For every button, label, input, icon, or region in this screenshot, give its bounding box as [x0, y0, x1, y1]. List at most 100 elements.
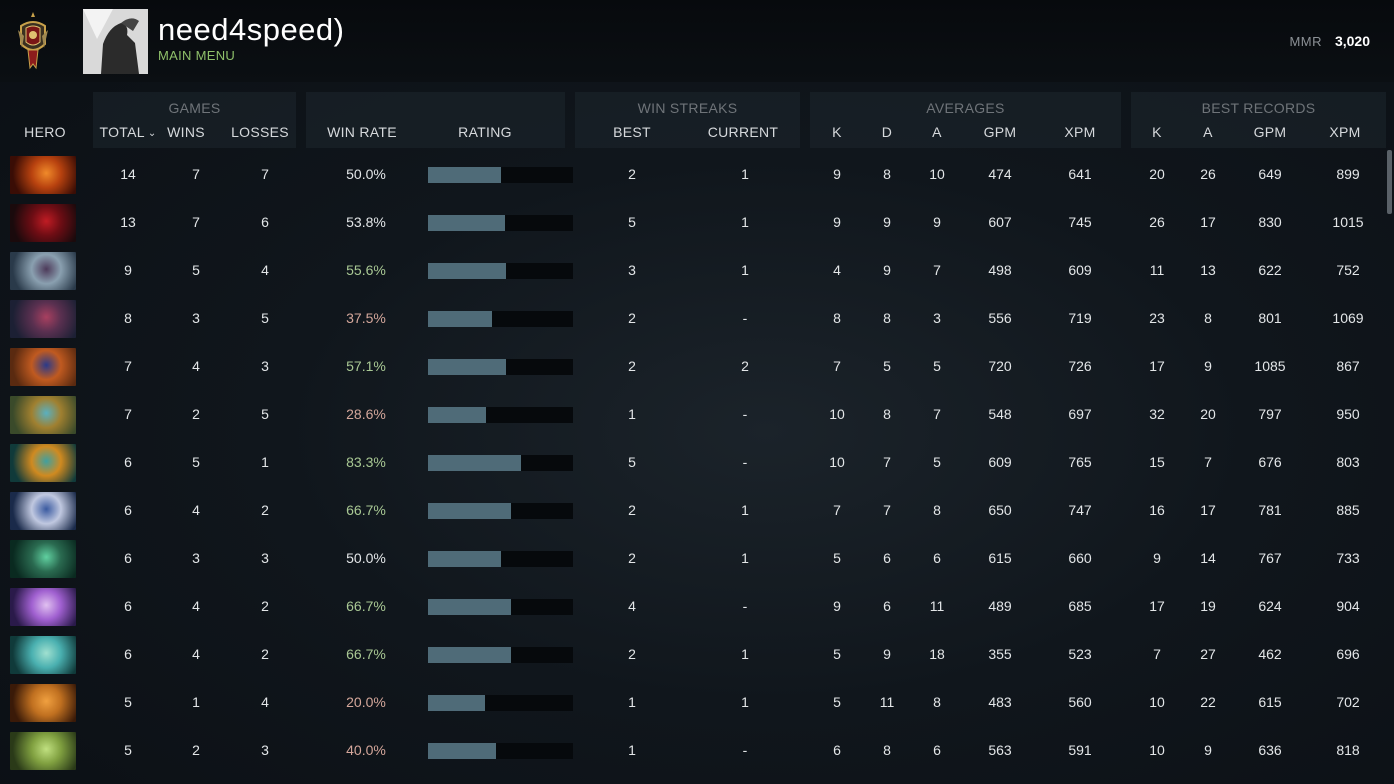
rating-bar-fill — [428, 455, 521, 471]
column-header-total[interactable]: TOTAL ⌄ — [94, 124, 162, 140]
avg-assists-cell: 9 — [933, 214, 941, 230]
avg-assists-cell: 6 — [933, 742, 941, 758]
player-avatar[interactable] — [83, 9, 148, 74]
avg-gpm-cell: 563 — [988, 742, 1012, 758]
win-rate-cell: 40.0% — [346, 742, 386, 758]
losses-cell: 6 — [261, 214, 269, 230]
best-xpm-cell: 818 — [1336, 742, 1360, 758]
win-streaks-group-title: WIN STREAKS — [637, 100, 738, 116]
rating-bar-fill — [428, 311, 492, 327]
column-header-hero[interactable]: HERO — [24, 124, 66, 140]
rating-bar — [428, 599, 573, 615]
column-header-current-streak[interactable]: CURRENT — [707, 124, 779, 140]
avg-kills-cell: 10 — [829, 454, 845, 470]
table-row[interactable]: 6 4 2 66.7% 2 1 7 7 8 650 747 16 17 781 885 — [10, 488, 1384, 532]
hero-portrait-icon[interactable] — [10, 252, 76, 290]
column-header-best-streak[interactable]: BEST — [613, 124, 651, 140]
column-header-best-assists[interactable]: A — [1203, 124, 1213, 140]
table-row[interactable]: 6 4 2 66.7% 4 - 9 6 11 489 685 17 19 624 904 — [10, 584, 1384, 628]
hero-portrait-icon[interactable] — [10, 684, 76, 722]
win-rate-cell: 66.7% — [346, 502, 386, 518]
avg-xpm-cell: 660 — [1068, 550, 1092, 566]
win-rate-cell: 57.1% — [346, 358, 386, 374]
avg-assists-cell: 10 — [929, 166, 945, 182]
column-header-avg-kills[interactable]: K — [832, 124, 842, 140]
best-assists-cell: 8 — [1204, 310, 1212, 326]
hero-portrait-icon[interactable] — [10, 636, 76, 674]
avg-kills-cell: 9 — [833, 214, 841, 230]
best-gpm-cell: 676 — [1258, 454, 1282, 470]
total-games-cell: 7 — [124, 358, 132, 374]
rating-bar — [428, 743, 573, 759]
best-streak-cell: 1 — [628, 694, 636, 710]
table-row[interactable]: 7 2 5 28.6% 1 - 10 8 7 548 697 32 20 797 950 — [10, 392, 1384, 436]
table-row[interactable]: 5 2 3 40.0% 1 - 6 8 6 563 591 10 9 636 818 — [10, 728, 1384, 772]
column-header-win-rate[interactable]: WIN RATE — [327, 124, 397, 140]
rating-bar — [428, 359, 573, 375]
table-row[interactable]: 6 5 1 83.3% 5 - 10 7 5 609 765 15 7 676 803 — [10, 440, 1384, 484]
column-header-wins[interactable]: WINS — [167, 124, 205, 140]
best-gpm-cell: 462 — [1258, 646, 1282, 662]
current-streak-cell: 1 — [741, 214, 749, 230]
wins-cell: 4 — [192, 598, 200, 614]
avg-deaths-cell: 8 — [883, 310, 891, 326]
hero-portrait-icon[interactable] — [10, 204, 76, 242]
best-assists-cell: 20 — [1200, 406, 1216, 422]
avg-assists-cell: 7 — [933, 406, 941, 422]
avg-assists-cell: 7 — [933, 262, 941, 278]
column-header-rating[interactable]: RATING — [458, 124, 512, 140]
best-gpm-cell: 781 — [1258, 502, 1282, 518]
vertical-scrollbar[interactable] — [1387, 150, 1392, 214]
main-menu-link[interactable]: MAIN MENU — [158, 48, 236, 63]
hero-portrait-icon[interactable] — [10, 588, 76, 626]
column-header-avg-assists[interactable]: A — [932, 124, 942, 140]
column-header-best-xpm[interactable]: XPM — [1329, 124, 1361, 140]
wins-cell: 3 — [192, 310, 200, 326]
wins-cell: 3 — [192, 550, 200, 566]
losses-cell: 2 — [261, 502, 269, 518]
table-row[interactable]: 8 3 5 37.5% 2 - 8 8 3 556 719 23 8 801 1069 — [10, 296, 1384, 340]
hero-portrait-icon[interactable] — [10, 300, 76, 338]
table-row[interactable]: 6 4 2 66.7% 2 1 5 9 18 355 523 7 27 462 696 — [10, 632, 1384, 676]
player-name: need4speed) — [158, 12, 345, 47]
table-row[interactable]: 9 5 4 55.6% 3 1 4 9 7 498 609 11 13 622 752 — [10, 248, 1384, 292]
wins-cell: 4 — [192, 358, 200, 374]
avg-deaths-cell: 9 — [883, 214, 891, 230]
avg-gpm-cell: 355 — [988, 646, 1012, 662]
hero-portrait-icon[interactable] — [10, 492, 76, 530]
total-games-cell: 6 — [124, 454, 132, 470]
column-header-avg-gpm[interactable]: GPM — [983, 124, 1017, 140]
table-row[interactable]: 6 3 3 50.0% 2 1 5 6 6 615 660 9 14 767 733 — [10, 536, 1384, 580]
avg-xpm-cell: 523 — [1068, 646, 1092, 662]
hero-portrait-icon[interactable] — [10, 156, 76, 194]
column-header-best-gpm[interactable]: GPM — [1253, 124, 1287, 140]
column-header-avg-deaths[interactable]: D — [881, 124, 893, 140]
current-streak-cell: - — [742, 598, 748, 614]
rating-bar — [428, 263, 573, 279]
best-kills-cell: 17 — [1149, 598, 1165, 614]
current-streak-cell: 1 — [741, 262, 749, 278]
rating-bar — [428, 503, 573, 519]
column-header-avg-xpm[interactable]: XPM — [1064, 124, 1096, 140]
hero-portrait-icon[interactable] — [10, 396, 76, 434]
avg-assists-cell: 6 — [933, 550, 941, 566]
column-header-losses[interactable]: LOSSES — [231, 124, 289, 140]
avg-kills-cell: 5 — [833, 694, 841, 710]
total-games-cell: 14 — [120, 166, 136, 182]
losses-cell: 2 — [261, 646, 269, 662]
avg-gpm-cell: 498 — [988, 262, 1012, 278]
table-row[interactable]: 13 7 6 53.8% 5 1 9 9 9 607 745 26 17 830 1015 — [10, 200, 1384, 244]
best-streak-cell: 2 — [628, 550, 636, 566]
best-assists-cell: 17 — [1200, 502, 1216, 518]
hero-portrait-icon[interactable] — [10, 732, 76, 770]
hero-portrait-icon[interactable] — [10, 444, 76, 482]
table-row[interactable]: 7 4 3 57.1% 2 2 7 5 5 720 726 17 9 1085 867 — [10, 344, 1384, 388]
column-header-best-kills[interactable]: K — [1152, 124, 1162, 140]
table-row[interactable]: 5 1 4 20.0% 1 1 5 11 8 483 560 10 22 615 702 — [10, 680, 1384, 724]
best-xpm-cell: 1069 — [1332, 310, 1364, 326]
avg-gpm-cell: 607 — [988, 214, 1012, 230]
hero-portrait-icon[interactable] — [10, 540, 76, 578]
hero-portrait-icon[interactable] — [10, 348, 76, 386]
table-row[interactable]: 14 7 7 50.0% 2 1 9 8 10 474 641 20 26 649 899 — [10, 152, 1384, 196]
best-assists-cell: 27 — [1200, 646, 1216, 662]
